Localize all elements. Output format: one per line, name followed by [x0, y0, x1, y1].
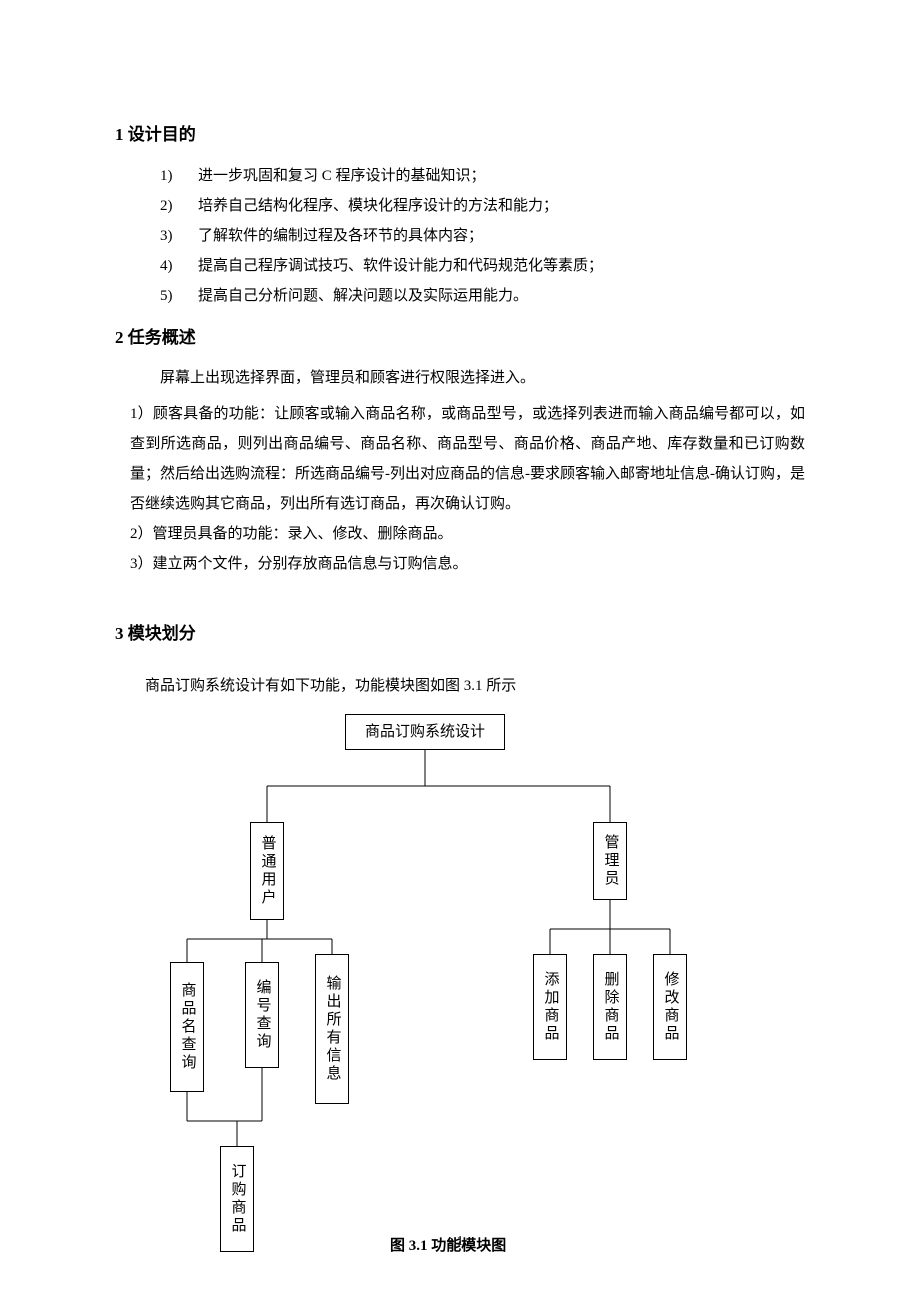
- list-num: 1): [160, 161, 198, 191]
- diagram-node-byname: 商品名查询: [170, 962, 204, 1092]
- section2-heading: 2 任务概述: [115, 323, 805, 348]
- section3-intro: 商品订购系统设计有如下功能，功能模块图如图 3.1 所示: [115, 672, 805, 701]
- section1-list: 1)进一步巩固和复习 C 程序设计的基础知识； 2)培养自己结构化程序、模块化程…: [115, 161, 805, 311]
- section2-intro: 屏幕上出现选择界面，管理员和顾客进行权限选择进入。: [115, 364, 805, 393]
- list-text: 培养自己结构化程序、模块化程序设计的方法和能力；: [198, 191, 558, 221]
- list-text: 进一步巩固和复习 C 程序设计的基础知识；: [198, 161, 486, 191]
- list-text: 提高自己程序调试技巧、软件设计能力和代码规范化等素质；: [198, 251, 603, 281]
- section3-heading: 3 模块划分: [115, 619, 805, 644]
- list-num: 5): [160, 281, 198, 311]
- section1-heading: 1 设计目的: [115, 120, 805, 145]
- list-num: 4): [160, 251, 198, 281]
- diagram-node-admin: 管理员: [593, 822, 627, 900]
- list-item: 5)提高自己分析问题、解决问题以及实际运用能力。: [160, 281, 805, 311]
- list-item: 1)进一步巩固和复习 C 程序设计的基础知识；: [160, 161, 805, 191]
- list-item: 4)提高自己程序调试技巧、软件设计能力和代码规范化等素质；: [160, 251, 805, 281]
- diagram-node-showall: 输出所有信息: [315, 954, 349, 1104]
- diagram-edges: [115, 714, 805, 1274]
- diagram-node-add: 添加商品: [533, 954, 567, 1060]
- list-item: 2)培养自己结构化程序、模块化程序设计的方法和能力；: [160, 191, 805, 221]
- section2-body: 1）顾客具备的功能：让顾客或输入商品名称，或商品型号，或选择列表进而输入商品编号…: [115, 399, 805, 579]
- diagram-node-byid: 编号查询: [245, 962, 279, 1068]
- list-item: 3)了解软件的编制过程及各环节的具体内容；: [160, 221, 805, 251]
- page-number: - 1 -: [0, 1234, 920, 1250]
- diagram-node-mod: 修改商品: [653, 954, 687, 1060]
- diagram-node-root: 商品订购系统设计: [345, 714, 505, 750]
- diagram-node-del: 删除商品: [593, 954, 627, 1060]
- diagram-node-user: 普通用户: [250, 822, 284, 920]
- list-num: 3): [160, 221, 198, 251]
- list-num: 2): [160, 191, 198, 221]
- list-text: 提高自己分析问题、解决问题以及实际运用能力。: [198, 281, 528, 311]
- list-text: 了解软件的编制过程及各环节的具体内容；: [198, 221, 483, 251]
- module-diagram: 商品订购系统设计普通用户管理员商品名查询编号查询输出所有信息订购商品添加商品删除…: [115, 714, 805, 1274]
